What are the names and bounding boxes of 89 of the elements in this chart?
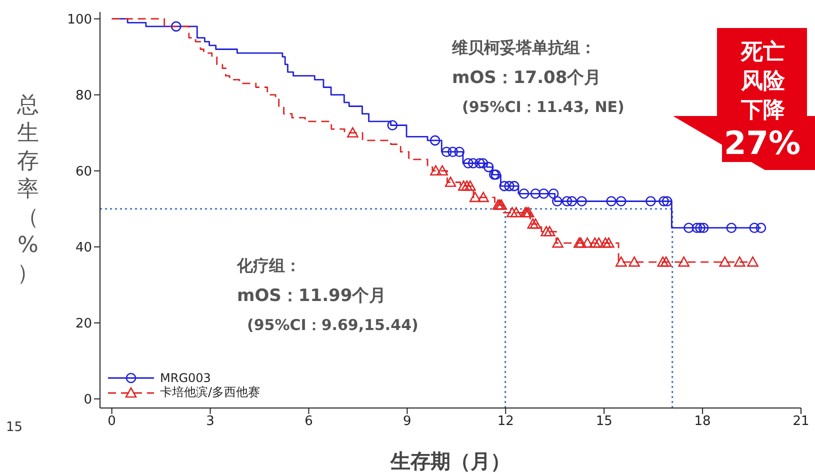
point (660, 256, 672, 267)
point (600, 237, 612, 248)
point (468, 158, 478, 168)
x-tick-label: 3 (206, 414, 214, 430)
annotation: mOS：17.08个月 (452, 67, 602, 89)
point (548, 188, 559, 199)
point (657, 256, 668, 267)
point (436, 165, 448, 176)
point (692, 222, 702, 234)
annotation: (95%CI：11.43, NE) (462, 98, 624, 117)
point (463, 158, 474, 168)
annotation: (95%CI：9.69,15.44) (247, 316, 418, 335)
point (430, 135, 440, 146)
point (387, 120, 398, 130)
point (461, 180, 473, 191)
point (441, 146, 452, 158)
annotation: 27% (722, 124, 803, 162)
point (552, 196, 562, 206)
point (719, 256, 731, 267)
x-tick-label: 21 (792, 414, 810, 430)
point (506, 207, 518, 218)
point (606, 196, 616, 206)
point (538, 188, 549, 199)
x-tick-label: 6 (304, 414, 313, 430)
point (530, 188, 541, 199)
x-tick-label: 15 (596, 414, 612, 430)
point (662, 196, 672, 206)
point (444, 176, 456, 187)
x-tick-label: 9 (403, 414, 412, 430)
point (499, 180, 510, 192)
point (544, 226, 556, 236)
y-tick-label: 100 (67, 12, 92, 28)
point (347, 127, 358, 138)
y-axis-title: 总生存率（%） (16, 93, 39, 286)
x-axis-title: 生存期（月） (390, 449, 510, 473)
annotation: 化疗组： (237, 256, 301, 277)
annotation: 维贝柯妥塔单抗组： (452, 38, 596, 59)
point (756, 222, 766, 234)
point (616, 256, 627, 267)
point (628, 256, 640, 267)
point (678, 256, 690, 267)
point (540, 226, 552, 236)
point (749, 222, 760, 234)
point (170, 21, 182, 32)
point (562, 196, 572, 206)
point (448, 146, 458, 158)
x-tick-label: 18 (694, 414, 711, 430)
point (510, 207, 522, 218)
point (616, 196, 626, 206)
point (582, 237, 594, 248)
point (478, 192, 489, 202)
x-tick-label: 12 (497, 414, 514, 430)
point (576, 196, 587, 206)
point (530, 218, 542, 229)
y-tick-label: 40 (75, 240, 92, 256)
point (552, 237, 564, 248)
y-tick-label: 20 (75, 316, 92, 332)
point (603, 237, 614, 248)
point (504, 180, 514, 192)
point (430, 165, 442, 176)
y-tick-label: 0 (84, 392, 92, 408)
point (509, 180, 520, 192)
point (593, 237, 604, 248)
y-tick-label: 80 (75, 88, 92, 104)
point (747, 256, 758, 267)
point (566, 196, 578, 206)
legend-label: MRG003 (160, 370, 211, 384)
legend-label: 卡培他滨/多西他赛 (160, 384, 260, 401)
point (726, 222, 737, 234)
point (646, 196, 656, 206)
point (589, 237, 601, 248)
y-tick-label: 60 (75, 164, 92, 180)
point (483, 162, 494, 172)
annotation: mOS：11.99个月 (237, 285, 386, 307)
point (527, 218, 539, 229)
point (469, 192, 481, 202)
point (518, 188, 530, 199)
point (658, 196, 669, 206)
point (454, 146, 465, 158)
point (478, 158, 488, 168)
point (698, 222, 709, 234)
point (464, 180, 476, 191)
point (734, 256, 746, 267)
annotation: 死亡风险下降 (740, 38, 786, 125)
point (695, 222, 706, 234)
point (474, 158, 485, 168)
x-tick-label: 0 (108, 414, 116, 430)
point (684, 222, 694, 234)
point (458, 180, 470, 191)
